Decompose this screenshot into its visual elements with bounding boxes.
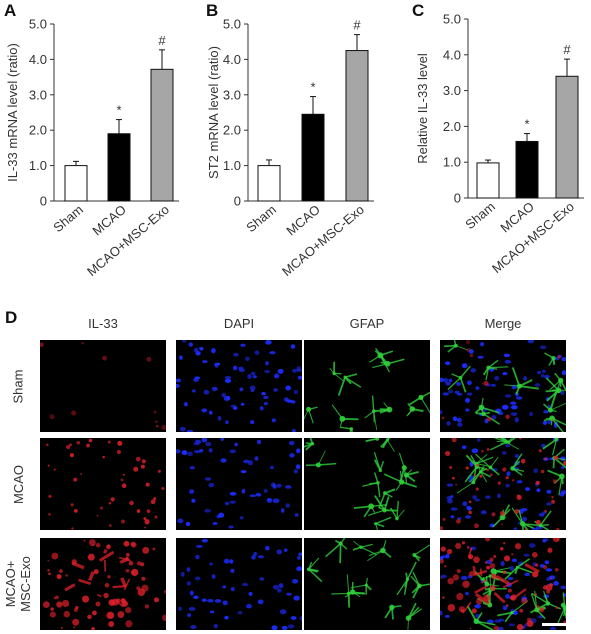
bar-sham [476, 162, 500, 199]
category-label: Sham [50, 202, 86, 235]
bar-mcao [301, 113, 325, 202]
micrograph-mcao-msc-exo-il33 [40, 538, 166, 630]
significance-mark: # [353, 18, 361, 33]
y-tick-label: 3.0 [29, 87, 47, 102]
micrograph-mcao-il33 [40, 438, 166, 530]
column-header-gfap: GFAP [349, 316, 385, 331]
row-header-mcao: MCAO [10, 464, 26, 504]
row-header-mcao-msc-exo: MCAO+ MSC-Exo [3, 556, 33, 612]
micrograph-mcao-merge [440, 438, 566, 530]
bar-mcao-msc-exo [345, 50, 369, 202]
significance-mark: * [116, 103, 121, 118]
significance-mark: * [524, 117, 529, 132]
category-label: MCAO [283, 202, 323, 239]
row-header-sham: Sham [10, 369, 26, 403]
bar-sham [257, 165, 281, 202]
y-tick-label: 4.0 [29, 52, 47, 67]
y-tick-label: 0 [234, 194, 241, 209]
bar-mcao [107, 133, 131, 202]
category-label: MCAO+MSC-Exo [279, 202, 367, 279]
y-tick-label: 0 [40, 194, 47, 209]
micrograph-sham-il33 [40, 340, 166, 432]
y-axis-label: Relative IL-33 level [415, 53, 430, 164]
scale-bar [542, 623, 574, 626]
significance-mark: # [158, 33, 166, 48]
bar-charts-figure: A 0 1.0 2.0 3.0 4.0 5.0 IL-33 mRNA level (ratio… [4, 1, 584, 279]
y-tick-label: 5.0 [443, 12, 461, 27]
category-label: Sham [243, 202, 279, 235]
y-tick-label: 5.0 [223, 17, 241, 32]
bar-sham [64, 165, 88, 202]
panel-letter-d: D [5, 308, 18, 327]
column-header-il33: IL-33 [88, 316, 118, 331]
y-tick-label: 5.0 [29, 17, 47, 32]
significance-mark: # [563, 42, 571, 57]
y-tick-label: 2.0 [29, 123, 47, 138]
micrograph-mcao-msc-exo-gfap [304, 538, 430, 630]
micrograph-mcao-dapi [176, 438, 302, 530]
panel-letter-a: A [4, 1, 16, 20]
y-tick-label: 2.0 [223, 123, 241, 138]
y-tick-label: 1.0 [223, 158, 241, 173]
category-label: MCAO [89, 202, 129, 239]
column-header-dapi: DAPI [223, 316, 255, 331]
micrograph-mcao-gfap [304, 438, 430, 530]
y-tick-label: 4.0 [223, 52, 241, 67]
bar-mcao-msc-exo [150, 68, 174, 202]
micrograph-sham-gfap [304, 340, 430, 432]
y-tick-label: 1.0 [29, 158, 47, 173]
y-axis-label: ST2 mRNA level (ratio) [206, 46, 221, 179]
significance-mark: * [310, 80, 315, 95]
micrograph-mcao-msc-exo-merge [440, 538, 566, 630]
bar-mcao-msc-exo [555, 75, 579, 199]
micrograph-sham-merge [440, 340, 566, 432]
micrograph-mcao-msc-exo-dapi [176, 538, 302, 630]
y-tick-label: 3.0 [443, 83, 461, 98]
category-label: Sham [462, 199, 498, 232]
bar-mcao [515, 140, 539, 199]
y-tick-label: 0 [454, 191, 461, 206]
panel-letter-b: B [206, 1, 218, 20]
y-tick-label: 3.0 [223, 87, 241, 102]
y-tick-label: 4.0 [443, 47, 461, 62]
column-header-merge: Merge [484, 316, 522, 331]
panel-letter-c: C [412, 1, 424, 20]
micrograph-sham-dapi [176, 340, 302, 432]
y-tick-label: 2.0 [443, 119, 461, 134]
y-tick-label: 1.0 [443, 155, 461, 170]
y-axis-label: IL-33 mRNA level (ratio) [5, 43, 20, 182]
